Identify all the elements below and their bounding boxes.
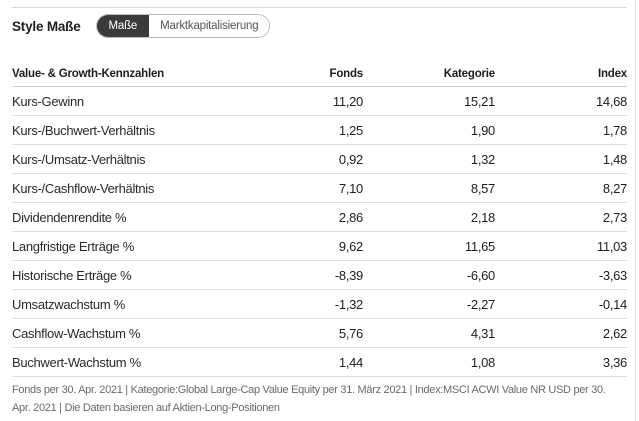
index-value: 14,68 bbox=[495, 86, 627, 116]
fonds-value: 11,20 bbox=[252, 86, 363, 116]
table-row: Langfristige Erträge % 9,62 11,65 11,03 bbox=[12, 231, 627, 261]
index-value: -3,63 bbox=[495, 260, 627, 290]
column-header-metric: Value- & Growth-Kennzahlen bbox=[12, 62, 252, 87]
metric-label: Historische Erträge % bbox=[12, 260, 252, 290]
index-value: 2,73 bbox=[495, 202, 627, 232]
kategorie-value: 1,08 bbox=[363, 347, 495, 377]
table-row: Kurs-Gewinn 11,20 15,21 14,68 bbox=[12, 86, 627, 116]
fonds-value: 7,10 bbox=[252, 173, 363, 203]
metric-label: Cashflow-Wachstum % bbox=[12, 318, 252, 348]
fonds-value: 1,25 bbox=[252, 115, 363, 145]
table-row: Kurs-/Umsatz-Verhältnis 0,92 1,32 1,48 bbox=[12, 144, 627, 174]
kategorie-value: 15,21 bbox=[363, 86, 495, 116]
fonds-value: 5,76 bbox=[252, 318, 363, 348]
kategorie-value: -2,27 bbox=[363, 289, 495, 319]
metric-label: Buchwert-Wachstum % bbox=[12, 347, 252, 377]
index-value: 3,36 bbox=[495, 347, 627, 377]
index-value: 1,78 bbox=[495, 115, 627, 145]
top-divider bbox=[12, 7, 627, 8]
kategorie-value: 1,32 bbox=[363, 144, 495, 174]
fonds-value: -1,32 bbox=[252, 289, 363, 319]
toggle-marktkapitalisierung-button[interactable]: Marktkapitalisierung bbox=[149, 15, 270, 37]
metric-label: Kurs-Gewinn bbox=[12, 86, 252, 116]
footnote: Fonds per 30. Apr. 2021 | Kategorie:Glob… bbox=[12, 384, 606, 414]
index-value: 2,62 bbox=[495, 318, 627, 348]
table-row: Kurs-/Buchwert-Verhältnis 1,25 1,90 1,78 bbox=[12, 115, 627, 145]
column-header-index: Index bbox=[495, 62, 627, 87]
kategorie-value: 4,31 bbox=[363, 318, 495, 348]
metric-label: Kurs-/Buchwert-Verhältnis bbox=[12, 115, 252, 145]
column-header-kategorie: Kategorie bbox=[363, 62, 495, 87]
style-metrics-table: Value- & Growth-Kennzahlen Fonds Kategor… bbox=[12, 62, 627, 377]
metric-label: Langfristige Erträge % bbox=[12, 231, 252, 261]
index-value: 1,48 bbox=[495, 144, 627, 174]
kategorie-value: 11,65 bbox=[363, 231, 495, 261]
metric-label: Dividendenrendite % bbox=[12, 202, 252, 232]
table-header-row: Value- & Growth-Kennzahlen Fonds Kategor… bbox=[12, 62, 627, 87]
kategorie-value: 2,18 bbox=[363, 202, 495, 232]
right-border bbox=[635, 0, 636, 421]
table-row: Umsatzwachstum % -1,32 -2,27 -0,14 bbox=[12, 289, 627, 319]
fonds-value: 0,92 bbox=[252, 144, 363, 174]
metric-label: Kurs-/Umsatz-Verhältnis bbox=[12, 144, 252, 174]
toggle-masse-button[interactable]: Maße bbox=[96, 15, 150, 37]
table-row: Dividendenrendite % 2,86 2,18 2,73 bbox=[12, 202, 627, 232]
section-header: Style Maße Maße Marktkapitalisierung bbox=[12, 14, 271, 38]
column-header-fonds: Fonds bbox=[252, 62, 363, 87]
index-value: 8,27 bbox=[495, 173, 627, 203]
index-value: -0,14 bbox=[495, 289, 627, 319]
table-row: Historische Erträge % -8,39 -6,60 -3,63 bbox=[12, 260, 627, 290]
fonds-value: 9,62 bbox=[252, 231, 363, 261]
table-row: Cashflow-Wachstum % 5,76 4,31 2,62 bbox=[12, 318, 627, 348]
metric-label: Kurs-/Cashflow-Verhältnis bbox=[12, 173, 252, 203]
section-title: Style Maße bbox=[12, 18, 81, 34]
table-row: Buchwert-Wachstum % 1,44 1,08 3,36 bbox=[12, 347, 627, 377]
index-value: 11,03 bbox=[495, 231, 627, 261]
view-toggle: Maße Marktkapitalisierung bbox=[95, 14, 271, 38]
kategorie-value: -6,60 bbox=[363, 260, 495, 290]
fonds-value: -8,39 bbox=[252, 260, 363, 290]
metric-label: Umsatzwachstum % bbox=[12, 289, 252, 319]
fonds-value: 2,86 bbox=[252, 202, 363, 232]
table-row: Kurs-/Cashflow-Verhältnis 7,10 8,57 8,27 bbox=[12, 173, 627, 203]
kategorie-value: 1,90 bbox=[363, 115, 495, 145]
kategorie-value: 8,57 bbox=[363, 173, 495, 203]
fonds-value: 1,44 bbox=[252, 347, 363, 377]
